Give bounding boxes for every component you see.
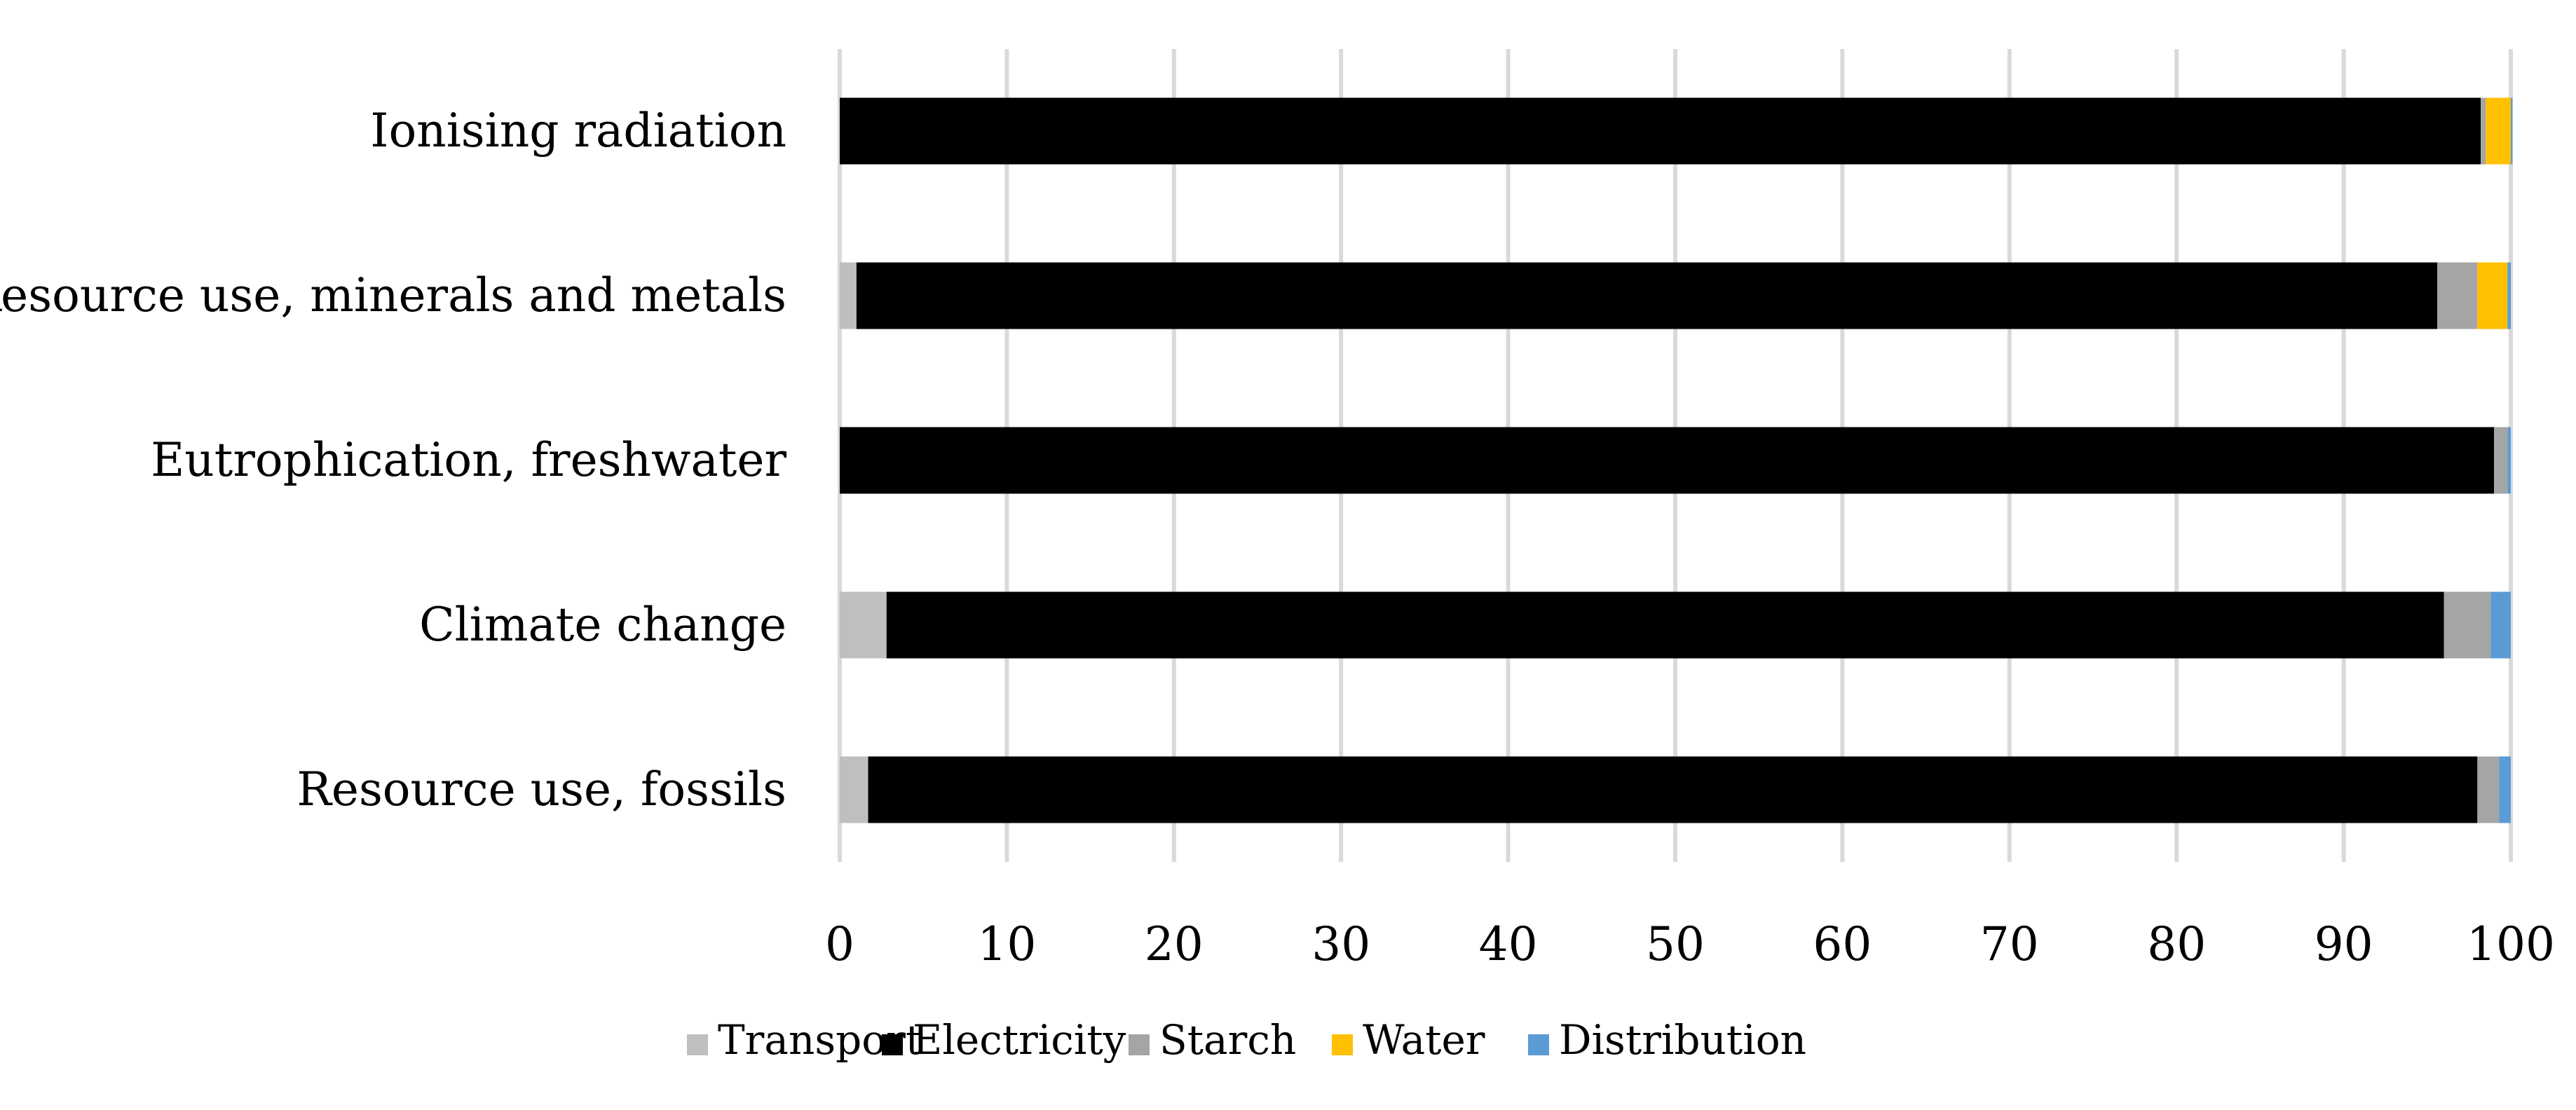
category-label-resource-use-minerals-and-metals: Resource use, minerals and metals [0,268,786,322]
bar-resource-use-fossils-transport [840,756,868,823]
x-tick-label-70: 70 [1980,917,2039,971]
legend-label-water: Water [1363,1016,1485,1064]
bar-ionising-radiation-electricity [840,97,2481,165]
x-tick-label-90: 90 [2315,917,2373,971]
x-tick-label-100: 100 [2467,917,2555,971]
bar-resource-use-minerals-and-metals-distribution [2507,262,2511,329]
bar-climate-change-starch [2444,591,2491,659]
category-label-climate-change: Climate change [419,598,786,652]
x-tick-label-80: 80 [2147,917,2206,971]
x-tick-label-40: 40 [1479,917,1538,971]
bar-eutrophication-freshwater-electricity [840,427,2495,494]
category-label-eutrophication-freshwater: Eutrophication, freshwater [151,433,786,487]
x-tick-label-30: 30 [1311,917,1370,971]
bar-ionising-radiation-distribution [2511,97,2513,165]
x-tick-label-0: 0 [825,917,854,971]
legend-swatch-transport [687,1034,708,1055]
bar-climate-change-distribution [2490,591,2511,659]
bar-resource-use-fossils-distribution [2499,756,2511,823]
legend-swatch-distribution [1528,1034,1549,1055]
legend-label-starch: Starch [1159,1016,1296,1064]
bar-climate-change-electricity [886,591,2444,659]
bar-resource-use-minerals-and-metals-water [2477,262,2508,329]
bar-resource-use-fossils-starch [2477,756,2500,823]
legend-label-electricity: Electricity [913,1016,1126,1064]
bar-climate-change-transport [840,591,887,659]
bar-segments [840,97,2513,823]
category-label-ionising-radiation: Ionising radiation [370,104,786,158]
bar-ionising-radiation-starch [2481,97,2486,165]
x-tick-label-20: 20 [1145,917,1204,971]
bar-resource-use-minerals-and-metals-transport [840,262,857,329]
category-labels: Ionising radiation Resource use, minerals… [0,104,786,816]
legend-swatch-water [1332,1034,1353,1055]
legend-label-distribution: Distribution [1559,1016,1806,1064]
x-tick-label-60: 60 [1813,917,1872,971]
bar-resource-use-fossils-electricity [868,756,2478,823]
legend-swatch-starch [1129,1034,1150,1055]
category-label-resource-use-fossils: Resource use, fossils [297,762,786,816]
bar-resource-use-minerals-and-metals-starch [2437,262,2478,329]
x-tick-label-10: 10 [977,917,1036,971]
bar-resource-use-minerals-and-metals-electricity [856,262,2438,329]
x-tick-label-50: 50 [1646,917,1705,971]
x-axis-tick-labels: 0 10 20 30 40 50 60 70 80 90 100 [825,917,2555,971]
bar-eutrophication-freshwater-starch [2494,427,2508,494]
legend-swatch-electricity [882,1034,903,1055]
bar-ionising-radiation-water [2486,97,2511,165]
bar-eutrophication-freshwater-distribution [2507,427,2511,494]
